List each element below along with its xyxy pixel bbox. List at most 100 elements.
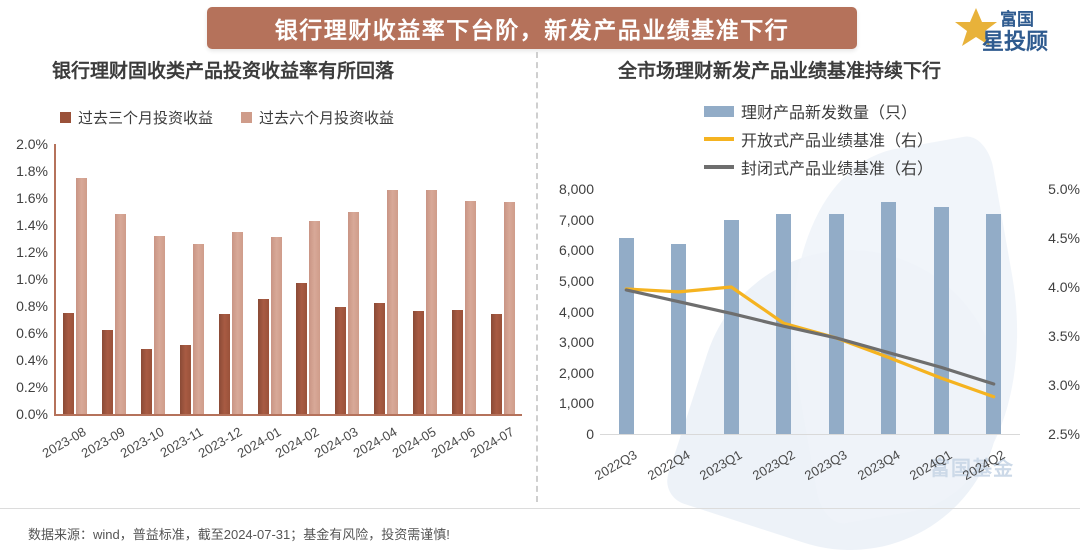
legend-item-new-products: 理财产品新发数量（只）	[704, 99, 1080, 123]
bar-group	[600, 189, 653, 434]
legend-line-icon	[704, 165, 734, 169]
left-y-axis-tick-label: 2,000	[558, 364, 594, 381]
left-y-axis-tick-label: 8,000	[558, 181, 594, 197]
page-title: 银行理财收益率下台阶，新发产品业绩基准下行	[274, 17, 790, 43]
legend-item-closed-benchmark: 封闭式产品业绩基准（右）	[704, 155, 1080, 179]
bar-3month	[257, 299, 269, 414]
bar-group	[444, 144, 483, 414]
legend-item-open-benchmark: 开放式产品业绩基准（右）	[704, 127, 1080, 151]
bar-6month	[387, 189, 399, 414]
data-source-note: 数据来源：wind，普益标准，截至2024-07-31；基金有风险，投资需谨慎!	[28, 527, 450, 542]
right-y-axis-tick-label: 4.0%	[1048, 279, 1080, 295]
y-axis-tick-label: 0.8%	[16, 298, 48, 314]
footer-divider	[0, 508, 1080, 509]
bar-new-product-count	[986, 214, 1002, 434]
right-x-axis-line	[600, 434, 1020, 435]
bar-3month	[179, 345, 191, 414]
y-axis-tick-label: 2.0%	[16, 136, 48, 152]
bar-new-product-count	[881, 202, 897, 434]
bar-group	[56, 144, 95, 414]
bar-group	[863, 189, 916, 434]
left-chart-plot: 2.0% 1.8% 1.6% 1.4% 1.2% 1.0% 0.8% 0.6% 0.4% 0.2%…	[0, 137, 536, 461]
bar-6month	[464, 200, 476, 414]
bar-6month	[270, 237, 282, 414]
svg-text:星投顾: 星投顾	[982, 29, 1048, 54]
legend-swatch-icon	[241, 112, 253, 123]
bar-group	[810, 189, 863, 434]
left-y-axis-tick-label: 4,000	[558, 303, 594, 320]
bar-group	[328, 144, 367, 414]
right-y-axis-tick-label: 4.5%	[1048, 230, 1080, 246]
legend-item-3month: 过去三个月投资收益	[60, 107, 213, 128]
x-axis-tick-label: 2023Q4	[854, 447, 903, 484]
y-axis-tick-label: 1.0%	[16, 271, 48, 287]
left-chart-panel: 银行理财固收类产品投资收益率有所回落 过去三个月投资收益 过去六个月投资收益 2…	[0, 56, 536, 461]
bar-6month	[503, 202, 515, 414]
x-axis-tick-label: 2023Q3	[802, 447, 850, 484]
bar-3month	[63, 312, 75, 414]
y-axis-tick-label: 1.2%	[16, 244, 48, 260]
y-axis-tick-label: 0.0%	[16, 406, 48, 422]
bar-group	[95, 144, 134, 414]
right-y-axis-tick-label: 2.5%	[1048, 426, 1080, 442]
bar-3month	[296, 283, 308, 414]
bar-6month	[231, 231, 243, 414]
legend-label: 过去六个月投资收益	[259, 110, 395, 127]
y-axis-tick-label: 1.8%	[16, 163, 48, 179]
left-y-axis-tick-label: 3,000	[558, 334, 594, 351]
right-y-axis-tick-label: 3.5%	[1048, 328, 1080, 344]
bar-group	[134, 144, 173, 414]
bar-new-product-count	[618, 238, 634, 434]
bar-6month	[348, 211, 360, 414]
legend-label: 过去三个月投资收益	[78, 110, 214, 127]
bar-group	[211, 144, 250, 414]
bar-3month	[218, 314, 230, 414]
legend-label: 理财产品新发数量（只）	[741, 105, 918, 122]
right-chart-legend: 理财产品新发数量（只） 开放式产品业绩基准（右） 封闭式产品业绩基准（右）	[704, 99, 1080, 179]
left-chart-legend: 过去三个月投资收益 过去六个月投资收益	[60, 107, 536, 128]
legend-label: 开放式产品业绩基准（右）	[741, 133, 934, 150]
bar-group	[483, 144, 522, 414]
y-axis-tick-label: 0.2%	[16, 379, 48, 395]
left-y-axis-tick-label: 1,000	[558, 395, 594, 412]
x-axis-tick-label: 2024Q1	[907, 447, 955, 484]
right-chart-line-overlay	[624, 285, 996, 399]
left-bar-group-container	[56, 144, 522, 414]
y-axis-tick-label: 1.4%	[16, 217, 48, 233]
left-y-axis-tick-label: 0	[586, 426, 594, 442]
bar-group	[705, 189, 758, 434]
svg-text:富国: 富国	[1000, 9, 1034, 29]
left-x-axis-line	[54, 414, 522, 416]
legend-swatch-icon	[60, 112, 71, 123]
bar-group	[172, 144, 211, 414]
bar-6month	[154, 235, 166, 414]
bar-3month	[451, 310, 463, 414]
bar-new-product-count	[828, 214, 844, 434]
bar-3month	[490, 314, 502, 414]
legend-label: 封闭式产品业绩基准（右）	[741, 161, 934, 178]
bar-3month	[141, 349, 153, 414]
bar-group	[367, 144, 406, 414]
brand-logo: 富国 星投顾	[952, 4, 1072, 54]
x-axis-tick-label: 2023Q1	[697, 447, 745, 484]
bar-3month	[412, 311, 424, 414]
bar-group	[405, 144, 444, 414]
right-chart-plot: 8,000 7,000 6,000 5,000 4,000 3,000 2,000 1,000…	[540, 182, 1080, 483]
x-axis-tick-label: 2023Q2	[749, 447, 798, 484]
bar-group	[250, 144, 289, 414]
y-axis-tick-label: 1.6%	[16, 190, 48, 206]
bar-group	[289, 144, 328, 414]
right-y-axis-tick-label: 5.0%	[1048, 181, 1080, 197]
y-axis-tick-label: 0.6%	[16, 325, 48, 341]
y-axis-tick-label: 0.4%	[16, 352, 48, 368]
left-y-axis-line	[54, 144, 56, 414]
right-chart-panel: 全市场理财新发产品业绩基准持续下行 理财产品新发数量（只） 开放式产品业绩基准（…	[540, 56, 1080, 483]
title-banner: 银行理财收益率下台阶，新发产品业绩基准下行	[207, 7, 857, 49]
left-y-axis-tick-label: 6,000	[558, 242, 594, 259]
left-y-axis-tick-label: 7,000	[558, 211, 594, 228]
bar-3month	[335, 307, 347, 414]
line-closed-benchmark	[624, 288, 996, 386]
bar-3month	[374, 303, 386, 414]
bar-group	[968, 189, 1021, 434]
